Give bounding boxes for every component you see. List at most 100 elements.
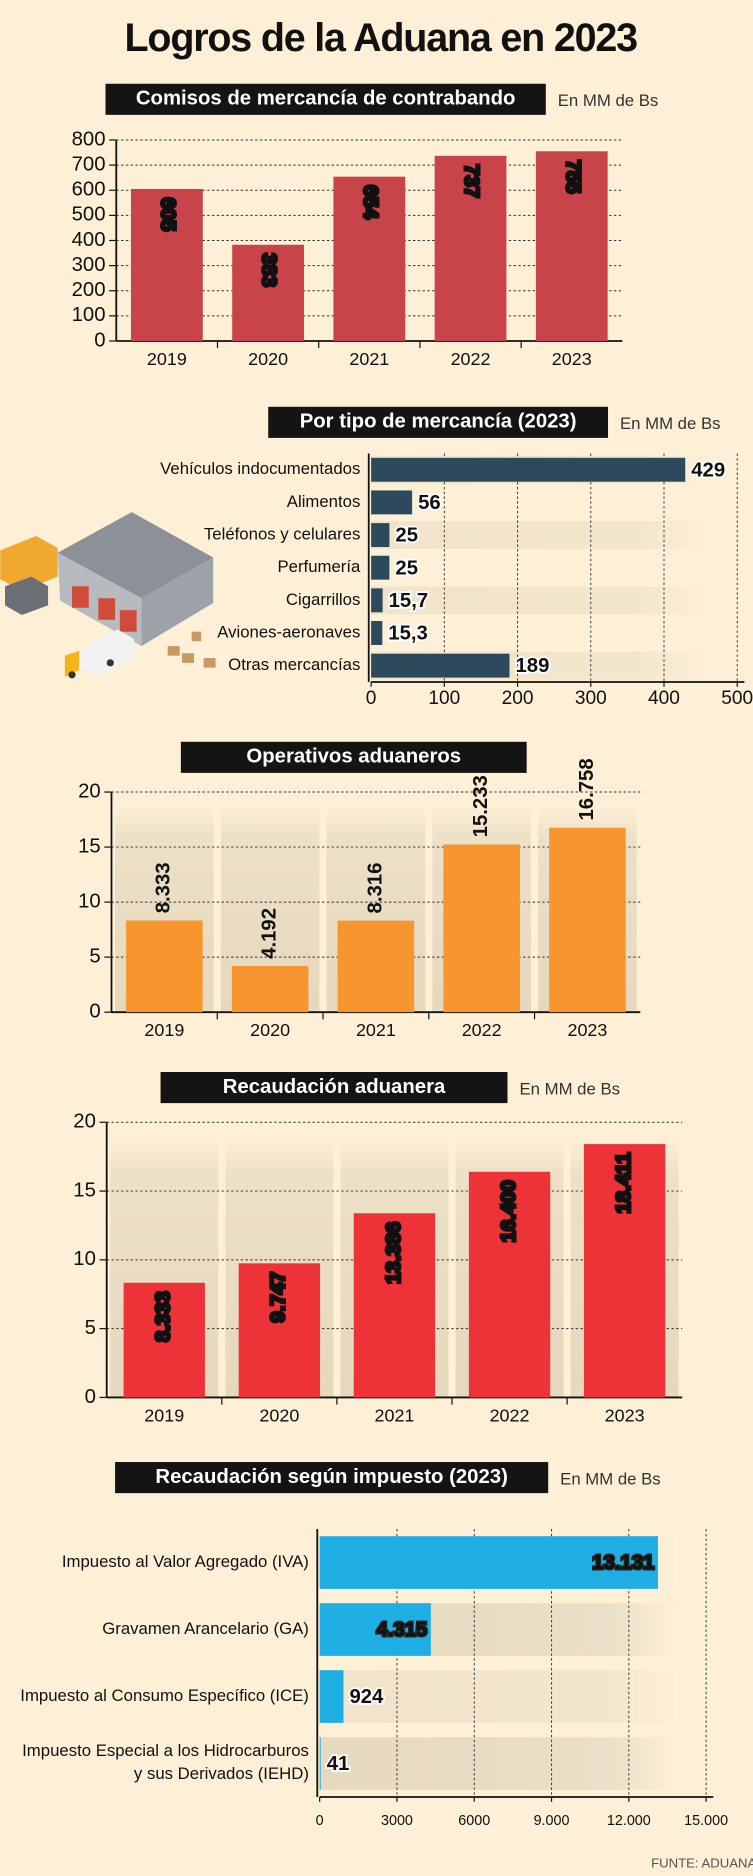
row-band: [371, 521, 711, 549]
value-label: 4.192: [259, 908, 281, 959]
bar: [371, 523, 389, 547]
y-tick-label: 10: [78, 890, 101, 912]
value-label: 429: [691, 459, 725, 481]
value-label: 737: [460, 164, 482, 198]
value-label: 15.233: [470, 775, 492, 837]
value-label: 18.411: [613, 1152, 635, 1213]
chart-title: Operativos aduaneros: [246, 746, 461, 768]
x-tick-label: 2020: [259, 1405, 299, 1425]
x-tick-label: 2020: [250, 1020, 290, 1040]
y-tick-label: 600: [72, 179, 106, 201]
y-tick-label: 200: [72, 279, 106, 301]
bar: [549, 828, 626, 1012]
chart-title: Recaudación según impuesto (2023): [155, 1466, 507, 1488]
y-tick-label: 400: [72, 229, 106, 251]
y-tick-label: 500: [72, 204, 106, 226]
category-label: Perfumería: [277, 557, 361, 576]
y-tick-label: 5: [85, 1317, 96, 1339]
bar: [443, 845, 520, 1013]
category-label: Otras mercancías: [228, 655, 360, 674]
x-tick-label: 2019: [144, 1020, 184, 1040]
x-tick-label: 0: [366, 688, 377, 709]
value-label: 13.386: [383, 1222, 405, 1284]
bar: [232, 966, 309, 1012]
category-label: Aviones-aeronaves: [217, 622, 360, 641]
y-tick-label: 800: [72, 128, 106, 150]
x-tick-label: 2022: [490, 1405, 530, 1425]
value-label: 15,3: [388, 623, 428, 645]
value-label: 56: [418, 492, 441, 514]
category-label: Vehículos indocumentados: [160, 459, 360, 478]
bar: [371, 458, 685, 482]
page: {"title": "Logros de la Aduana en 2023",…: [0, 0, 753, 1876]
category-label: Alimentos: [287, 492, 361, 511]
value-label: 189: [515, 655, 549, 677]
value-label: 8.333: [153, 1291, 175, 1342]
x-tick-label: 6000: [458, 1813, 490, 1829]
chart-unit: En MM de Bs: [558, 91, 659, 110]
x-tick-label: 2023: [552, 349, 592, 369]
y-tick-label: 10: [73, 1248, 96, 1270]
y-tick-label: 15: [78, 835, 101, 857]
infographic: Logros de la Aduana en 2023 FUNTE: ADUAN…: [0, 0, 753, 1876]
value-label: 8.316: [364, 863, 386, 914]
category-label: Teléfonos y celulares: [204, 524, 360, 543]
chart-title: Recaudación aduanera: [223, 1076, 446, 1098]
value-label: 16.758: [576, 758, 598, 820]
x-tick-label: 2019: [147, 349, 187, 369]
value-label: 16.400: [498, 1180, 520, 1242]
value-label: 755: [561, 160, 583, 194]
bar: [320, 1737, 321, 1790]
y-tick-label: 15: [73, 1179, 96, 1201]
value-label: 4.315: [376, 1619, 427, 1641]
x-tick-label: 500: [721, 688, 753, 709]
y-tick-label: 100: [72, 304, 106, 326]
chart-title: Por tipo de mercancía (2023): [300, 411, 577, 433]
bar: [371, 654, 509, 678]
x-tick-label: 400: [648, 688, 680, 709]
chart-unit: En MM de Bs: [620, 414, 721, 433]
category-label-line: y sus Derivados (IEHD): [134, 1764, 309, 1783]
x-tick-label: 2022: [462, 1020, 502, 1040]
x-tick-label: 2021: [349, 349, 389, 369]
x-tick-label: 3000: [381, 1813, 413, 1829]
y-tick-label: 0: [89, 1001, 100, 1023]
source-note: FUNTE: ADUANA: [651, 1856, 753, 1871]
x-tick-label: 9.000: [534, 1813, 570, 1829]
y-tick-label: 0: [94, 329, 105, 351]
chart-title: Comisos de mercancía de contrabando: [136, 88, 516, 110]
bar: [371, 556, 389, 580]
value-label: 654: [359, 185, 381, 220]
bar: [371, 588, 382, 612]
x-tick-label: 0: [316, 1813, 324, 1829]
value-label: 15,7: [389, 590, 429, 612]
y-tick-label: 5: [89, 946, 100, 968]
y-tick-label: 20: [73, 1111, 96, 1133]
bar: [320, 1670, 344, 1723]
value-label: 41: [327, 1753, 350, 1775]
x-tick-label: 2020: [248, 349, 288, 369]
x-tick-label: 2019: [144, 1405, 184, 1425]
y-tick-label: 700: [72, 153, 106, 175]
y-tick-label: 300: [72, 254, 106, 276]
bar: [126, 920, 203, 1012]
y-tick-label: 0: [85, 1386, 96, 1408]
x-tick-label: 2021: [374, 1405, 414, 1425]
value-label: 13.131: [592, 1552, 654, 1574]
y-tick-label: 20: [78, 780, 101, 802]
x-tick-label: 15.000: [684, 1813, 728, 1829]
category-label: Gravamen Arancelario (GA): [102, 1619, 309, 1638]
x-tick-label: 2022: [451, 349, 491, 369]
x-tick-label: 100: [428, 688, 460, 709]
value-label: 924: [349, 1686, 384, 1708]
row-band: [320, 1737, 679, 1790]
value-label: 8.333: [153, 862, 175, 913]
bar: [371, 621, 382, 645]
value-label: 605: [157, 197, 179, 231]
value-label: 9.747: [268, 1272, 290, 1323]
chart-unit: En MM de Bs: [519, 1079, 620, 1098]
bar: [371, 490, 412, 514]
x-tick-label: 200: [502, 688, 534, 709]
category-label: Impuesto al Valor Agregado (IVA): [62, 1552, 309, 1571]
category-label: Impuesto al Consumo Específico (ICE): [20, 1686, 309, 1705]
